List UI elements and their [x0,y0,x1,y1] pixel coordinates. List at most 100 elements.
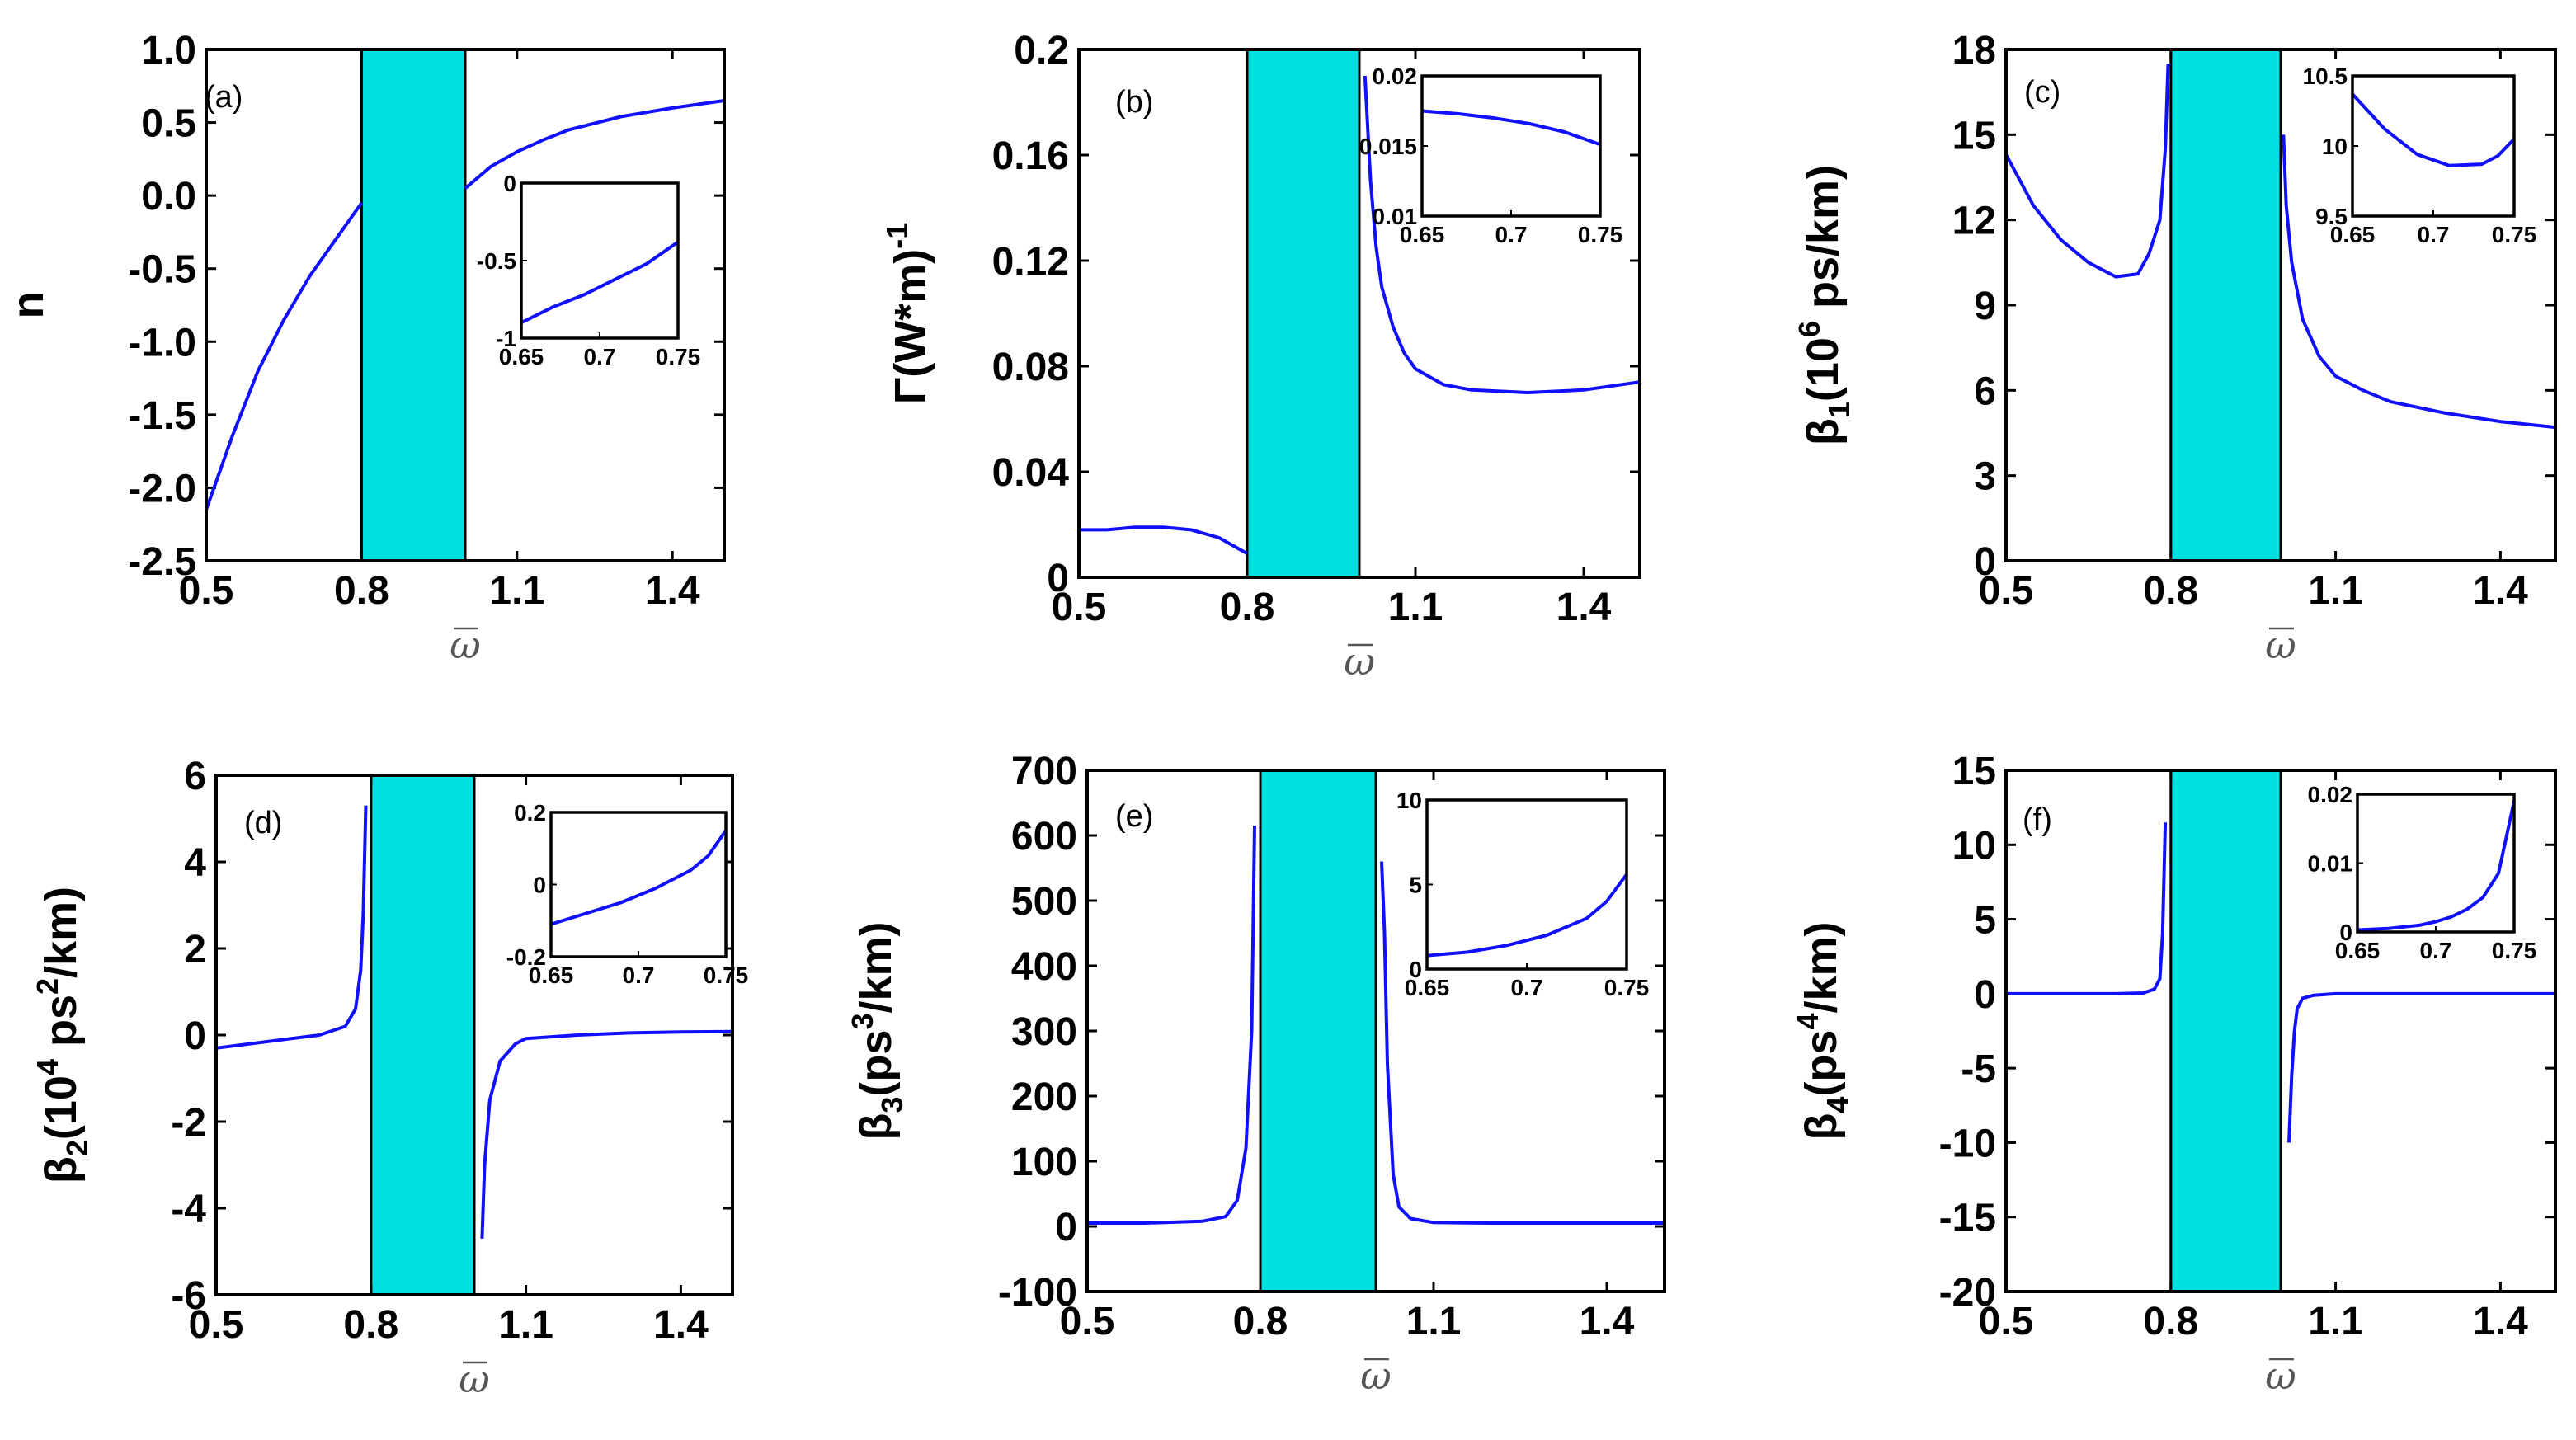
inset-x-tick-label: 0.75 [2492,222,2537,247]
x-tick-label: 0.8 [1220,586,1275,629]
y-label-subscript: 3 [875,1097,909,1113]
gap-band [360,48,467,562]
axes-frame [2004,48,2557,562]
series-line-lower [215,805,368,1050]
x-tick-label: 1.1 [1406,1300,1462,1344]
x-tick-label: 1.4 [2473,1300,2528,1344]
x-axis-label: ω [2265,623,2296,667]
y-label-text: β [1798,418,1848,445]
y-tick-label: -2 [171,1101,206,1145]
y-tick-label: 300 [1011,1010,1077,1054]
series-line-upper [464,99,725,190]
y-tick-label: 0.16 [992,134,1069,178]
inset-x-tick-label: 0.7 [2418,222,2450,247]
inset: 0.65 0.7 0.75 0 5 10 [1396,788,1649,1000]
x-tick-label: 0.5 [1979,569,2034,613]
inset-background [2352,76,2514,216]
inset-y-tick-label: 5 [1409,873,1422,898]
panel-label: (b) [1115,85,1153,120]
inset-series-line [1421,109,1601,147]
inset-y-tick-label: -1 [496,326,516,351]
y-axis-label: β2(104 ps2/km) [31,887,94,1184]
y-tick-label: 100 [1011,1141,1077,1184]
inset-y-tick-label: 10 [2322,134,2348,159]
series-line-upper [480,1029,733,1239]
inset-y-tick-label: 0 [503,171,516,196]
x-tick-label: 0.8 [1233,1300,1288,1344]
y-label-text: /km) [36,887,86,978]
series-line-lower [205,201,364,511]
x-axis-label: ω [450,623,481,667]
x-axis-label: ω [459,1357,490,1401]
inset-y-tick-label: 0.01 [2308,851,2353,877]
y-tick-label: -2.0 [128,467,196,511]
inset-series-line [2351,92,2516,167]
inset-x-tick-label: 0.7 [2420,938,2452,963]
y-axis-label: Γ(W*m)-1 [880,223,935,404]
y-tick-label: 0 [1974,540,1996,584]
inset-x-tick-label: 0.65 [2335,938,2381,963]
x-tick-label: 1.4 [645,569,700,613]
panel-label: (a) [205,80,243,115]
y-tick-label: 200 [1011,1075,1077,1119]
y-tick-label: 4 [184,841,206,885]
x-tick-label: 0.8 [334,569,389,613]
inset-y-tick-label: 0 [2339,920,2352,945]
y-label-superscript: -1 [880,223,914,249]
inset-x-tick-label: 0.65 [2330,222,2376,247]
x-tick-label: 0.5 [1060,1300,1115,1344]
inset-x-tick-label: 0.75 [656,344,701,369]
axes-frame [214,774,734,1296]
y-tick-label: 600 [1011,815,1077,859]
x-tick-label: 0.5 [179,569,234,613]
y-tick-label: 6 [184,755,206,798]
inset-background [1422,76,1600,216]
y-tick-label: 0 [1055,1206,1077,1249]
y-tick-label: 0.04 [992,451,1070,495]
inset: 0.65 0.7 0.75 0.01 0.015 0.02 [1359,64,1622,247]
series-line-upper [1380,861,1665,1225]
y-tick-label: 15 [1952,114,1996,158]
inset-x-tick-label: 0.7 [584,344,616,369]
y-tick-label: 10 [1952,824,1996,868]
x-tick-label: 1.4 [1556,586,1612,629]
y-tick-label: 1.0 [141,29,196,73]
inset-x-tick-label: 0.7 [1511,975,1543,1000]
y-tick-label: -5 [1961,1047,1996,1091]
y-tick-label: -1.0 [128,321,196,365]
y-label-superscript: 2 [31,978,64,995]
y-label-text: /km) [851,921,901,1013]
x-tick-label: 1.1 [489,569,544,613]
x-tick-label: 1.4 [2473,569,2528,613]
gap-band [2169,48,2282,562]
y-tick-label: -0.5 [128,248,196,292]
series-line-upper [2287,991,2555,1143]
inset-y-tick-label: 0.01 [1373,204,1418,229]
inset-background [1427,800,1627,969]
x-tick-label: 0.8 [343,1303,398,1347]
panel-f: 0.5 0.8 1.1 1.4-20-15-10-5051015(f)ωβ4(ps4/… [1791,750,2557,1398]
y-label-subscript: 1 [1822,402,1856,418]
y-label-superscript: 3 [845,1014,879,1030]
y-axis-label: n [3,292,53,319]
y-axis-label: β4(ps4/km) [1791,921,1854,1140]
y-tick-label: 5 [1974,899,1996,943]
inset-x-tick-label: 0.7 [1495,222,1528,247]
inset-x-tick-label: 0.75 [704,962,749,988]
y-axis-label: β3(ps3/km) [845,921,909,1140]
inset-y-tick-label: -0.5 [477,248,516,274]
gap-band [370,774,476,1296]
x-tick-label: 0.8 [2143,1300,2198,1344]
inset-y-tick-label: 0 [533,873,546,898]
inset-series-line [550,829,728,926]
y-label-text: /km) [1797,921,1846,1013]
x-tick-label: 1.1 [498,1303,553,1347]
y-tick-label: 6 [1974,369,1996,413]
y-label-subscript: 4 [1820,1097,1854,1113]
y-tick-label: 400 [1011,945,1077,989]
y-label-text: ps [36,995,86,1059]
y-tick-label: 2 [184,928,206,972]
x-axis-label: ω [1360,1353,1392,1398]
y-tick-label: 0.12 [992,240,1069,284]
